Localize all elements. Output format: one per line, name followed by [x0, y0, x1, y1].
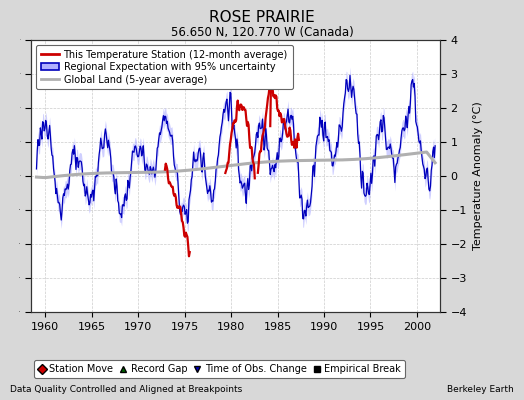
Text: ROSE PRAIRIE: ROSE PRAIRIE — [209, 10, 315, 25]
Text: Data Quality Controlled and Aligned at Breakpoints: Data Quality Controlled and Aligned at B… — [10, 385, 243, 394]
Text: 56.650 N, 120.770 W (Canada): 56.650 N, 120.770 W (Canada) — [171, 26, 353, 39]
Y-axis label: Temperature Anomaly (°C): Temperature Anomaly (°C) — [473, 102, 483, 250]
Legend: Station Move, Record Gap, Time of Obs. Change, Empirical Break: Station Move, Record Gap, Time of Obs. C… — [34, 360, 405, 378]
Text: Berkeley Earth: Berkeley Earth — [447, 385, 514, 394]
